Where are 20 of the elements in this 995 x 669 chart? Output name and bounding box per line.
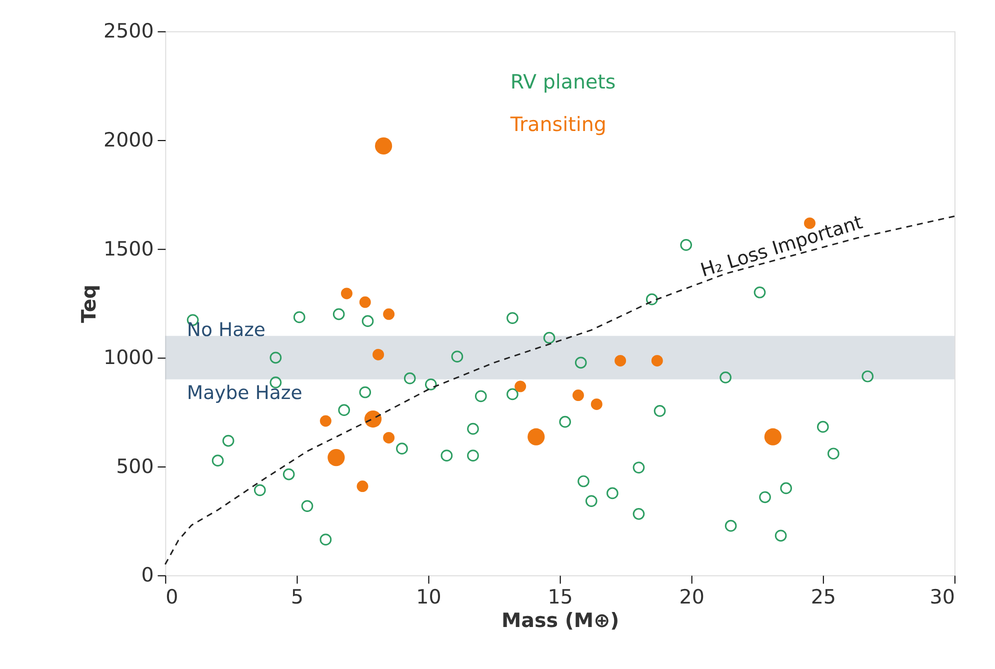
x-tick-label: 30 [930, 585, 955, 608]
x-tick-label: 0 [166, 585, 178, 608]
x-axis-title: Mass (M⊕) [501, 609, 620, 632]
y-axis-title: Teq [78, 284, 101, 323]
y-tick-label: 2500 [103, 20, 154, 43]
line-series [164, 215, 956, 566]
x-tick-label: 25 [810, 585, 836, 608]
x-tick-label: 20 [679, 585, 704, 608]
x-tick-label: 15 [548, 585, 573, 608]
y-tick-label: 500 [116, 454, 154, 478]
annotation: No Haze [186, 320, 266, 341]
annotation: Maybe Haze [186, 383, 302, 404]
text: RV planets [510, 70, 616, 94]
y-tick-label: 2000 [103, 128, 154, 152]
y-tick-label: 1000 [103, 346, 154, 370]
x-tick-label: 5 [290, 585, 304, 608]
y-tick-label: 0 [141, 564, 154, 587]
text: Transiting [509, 113, 606, 136]
x-tick-label: 10 [416, 585, 442, 608]
y-tick-label: 1500 [103, 237, 154, 260]
